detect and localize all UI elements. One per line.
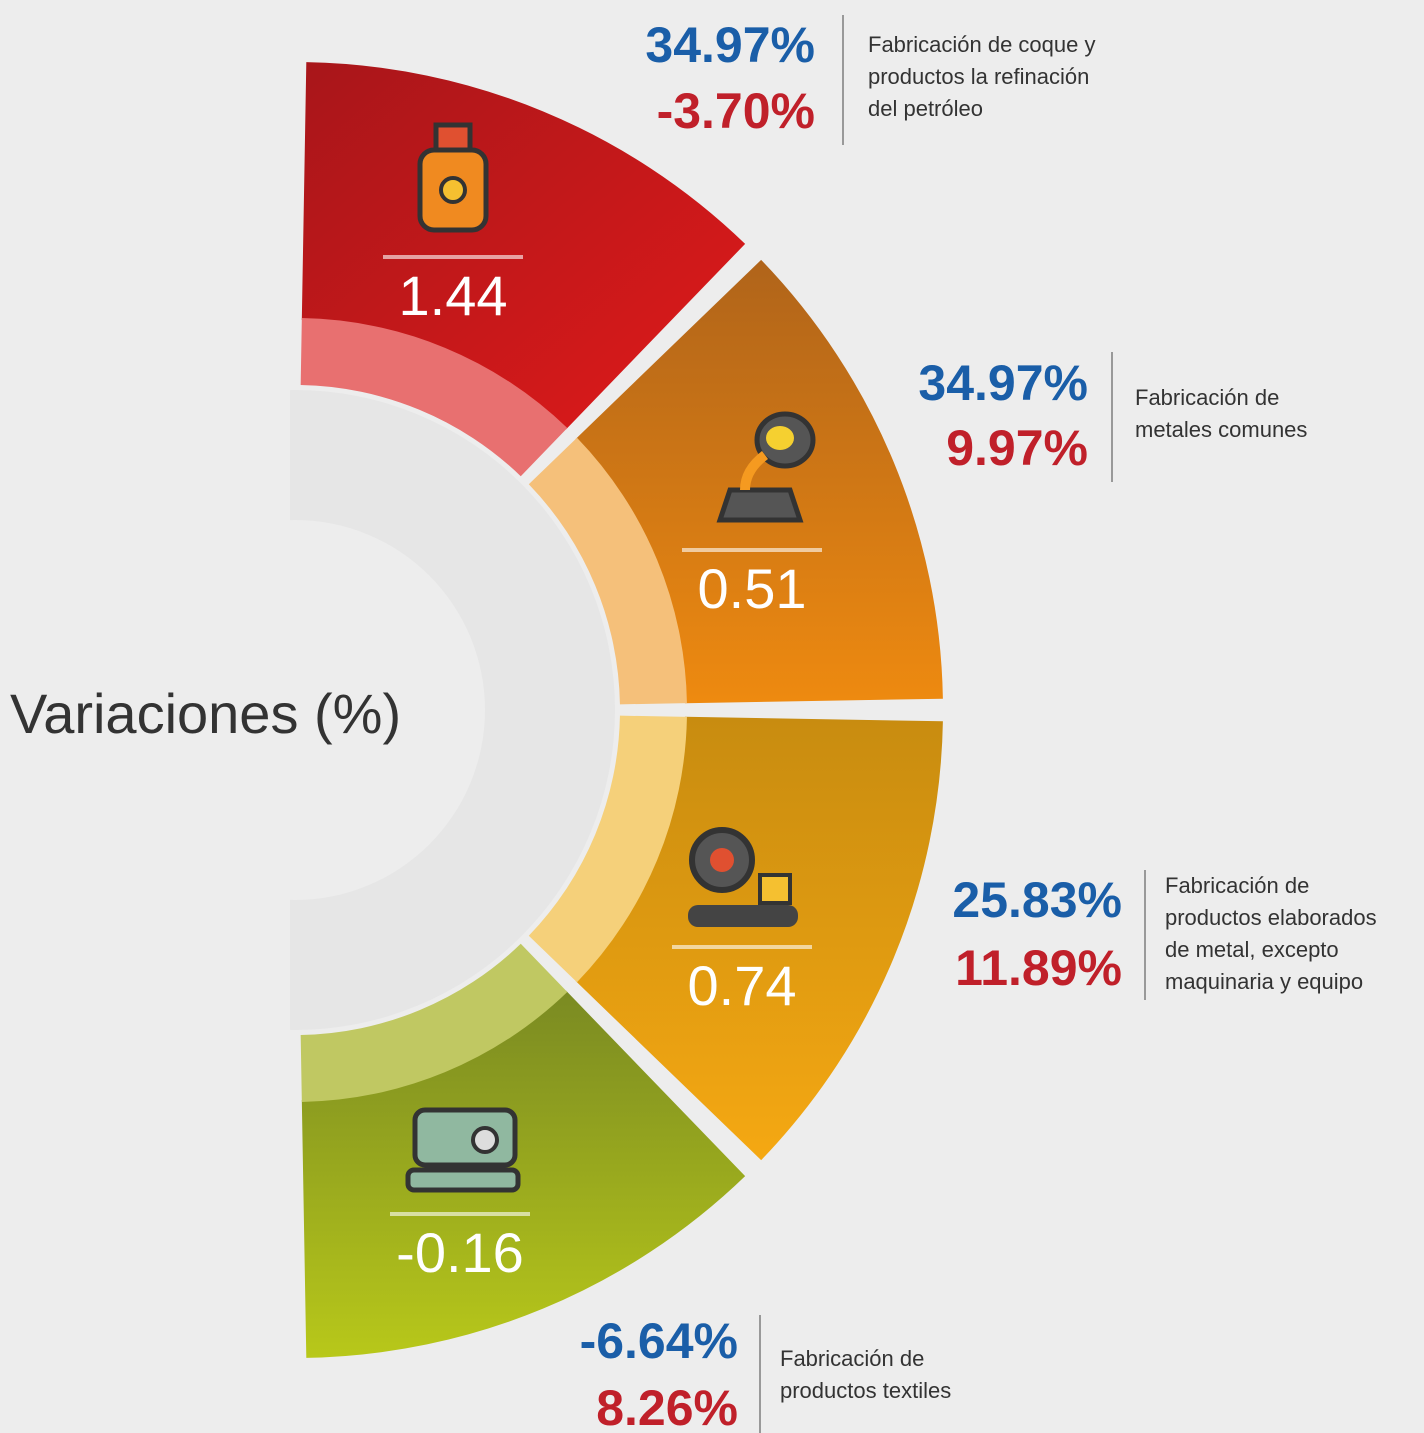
description: Fabricación de coque y	[868, 32, 1095, 57]
description: Fabricación de	[1165, 873, 1309, 898]
description: del petróleo	[868, 96, 983, 121]
change-2: 9.97%	[946, 420, 1088, 476]
segment-value: 0.74	[688, 954, 797, 1017]
segment-value: 1.44	[399, 264, 508, 327]
segment-value: -0.16	[396, 1221, 524, 1284]
change-2: 11.89%	[955, 940, 1122, 996]
mask	[0, 0, 290, 1433]
description: productos la refinación	[868, 64, 1089, 89]
description: metales comunes	[1135, 417, 1307, 442]
description: Fabricación de	[1135, 385, 1279, 410]
wedges	[300, 62, 943, 1358]
description: de metal, excepto	[1165, 937, 1339, 962]
change-1: 25.83%	[952, 872, 1122, 928]
change-1: 34.97%	[918, 355, 1088, 411]
segment-ring	[300, 318, 568, 477]
title: Variaciones (%)	[10, 682, 401, 745]
segment-ring	[300, 943, 568, 1102]
description: productos elaborados	[1165, 905, 1377, 930]
segment-ring	[528, 437, 687, 705]
description: Fabricación de	[780, 1346, 924, 1371]
icon	[405, 122, 816, 1193]
segment-value: 0.51	[698, 557, 807, 620]
change-1: -6.64%	[580, 1313, 738, 1369]
change-1: 34.97%	[645, 17, 815, 73]
change-2: -3.70%	[657, 83, 815, 139]
annotations: 34.97% -3.70% Fabricación de coque y produc…	[580, 15, 1377, 1433]
description: maquinaria y equipo	[1165, 969, 1363, 994]
change-2: 8.26%	[596, 1380, 738, 1433]
description: productos textiles	[780, 1378, 951, 1403]
segment-ring	[528, 715, 687, 983]
